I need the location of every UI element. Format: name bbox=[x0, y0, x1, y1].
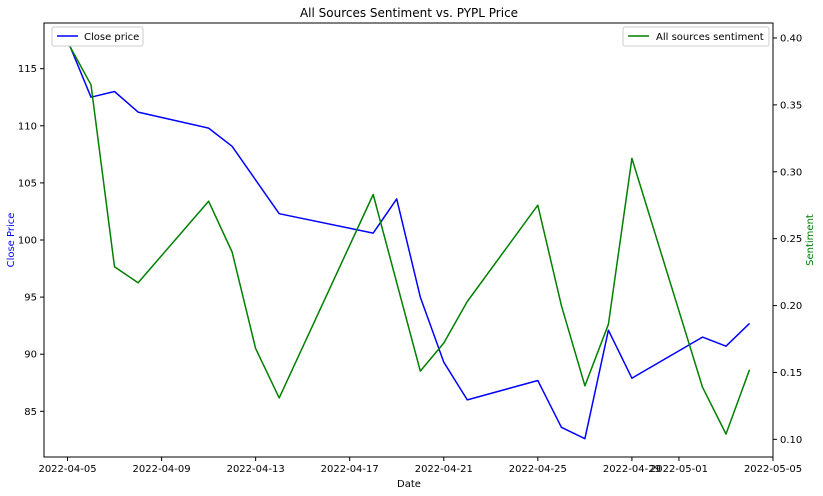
y-axis-left-label: Close Price bbox=[6, 213, 17, 268]
x-tick-label: 2022-04-09 bbox=[133, 464, 191, 475]
y-axis-right: 0.10 0.15 0.20 0.25 0.30 0.35 0.40 bbox=[773, 33, 802, 446]
y-left-tick-label: 110 bbox=[18, 121, 37, 132]
x-tick-label: 2022-04-21 bbox=[415, 464, 473, 475]
series-line-close-price bbox=[66, 39, 751, 440]
x-tick-label: 2022-04-25 bbox=[509, 464, 567, 475]
x-tick-label: 2022-05-01 bbox=[650, 464, 708, 475]
x-tick-label: 2022-04-17 bbox=[321, 464, 379, 475]
y-right-tick-label: 0.30 bbox=[780, 167, 802, 178]
x-axis-label: Date bbox=[397, 479, 421, 490]
legend-label-close-price: Close price bbox=[84, 32, 139, 43]
y-left-tick-label: 95 bbox=[24, 293, 37, 304]
y-right-tick-label: 0.10 bbox=[780, 435, 802, 446]
y-right-tick-label: 0.35 bbox=[780, 100, 802, 111]
series-layer bbox=[66, 39, 751, 440]
y-right-tick-label: 0.25 bbox=[780, 234, 802, 245]
y-axis-right-label: Sentiment bbox=[805, 214, 816, 266]
y-left-tick-label: 85 bbox=[24, 407, 37, 418]
x-tick-label: 2022-04-05 bbox=[38, 464, 96, 475]
plot-frame bbox=[43, 22, 774, 458]
y-right-tick-label: 0.40 bbox=[780, 33, 802, 44]
legend-close-price: Close price bbox=[51, 26, 144, 47]
y-left-tick-label: 100 bbox=[18, 236, 37, 247]
y-left-tick-label: 90 bbox=[24, 350, 37, 361]
plot-area bbox=[43, 22, 774, 458]
legend-label-sentiment: All sources sentiment bbox=[656, 32, 764, 43]
x-tick-label: 2022-04-13 bbox=[227, 464, 285, 475]
legend-sentiment: All sources sentiment bbox=[622, 26, 770, 47]
x-axis: 2022-04-05 2022-04-09 2022-04-13 2022-04-17… bbox=[38, 457, 802, 475]
y-left-tick-label: 105 bbox=[18, 178, 37, 189]
series-line-sentiment bbox=[66, 41, 751, 435]
y-left-tick-label: 115 bbox=[18, 64, 37, 75]
legend-box bbox=[622, 26, 770, 47]
x-tick-label: 2022-04-29 bbox=[603, 464, 661, 475]
y-right-tick-label: 0.15 bbox=[780, 368, 802, 379]
x-tick-label: 2022-05-05 bbox=[744, 464, 802, 475]
y-axis-left: 85 90 95 100 105 110 115 bbox=[18, 64, 44, 418]
legend-box bbox=[51, 26, 144, 47]
y-right-tick-label: 0.20 bbox=[780, 301, 802, 312]
chart-title: All Sources Sentiment vs. PYPL Price bbox=[300, 6, 518, 20]
